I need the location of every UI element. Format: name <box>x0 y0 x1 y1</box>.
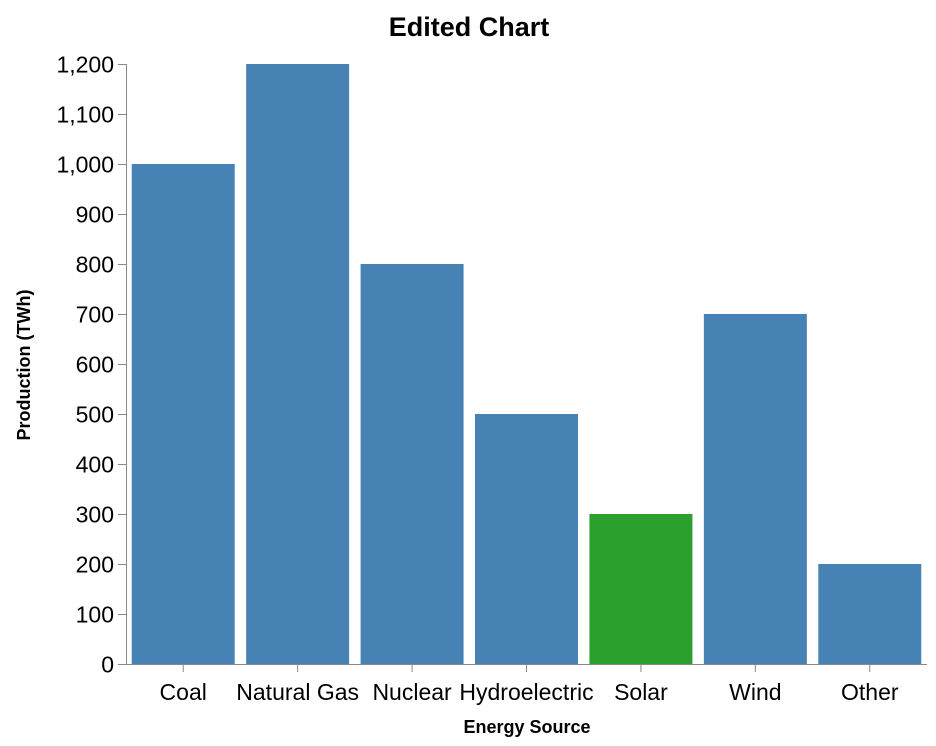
x-tick-label: Hydroelectric <box>459 679 593 705</box>
bars-group <box>131 64 922 664</box>
bar-hydroelectric <box>475 414 578 664</box>
x-axis: Coal Natural Gas Nuclear Hydroelectric Solar… <box>126 664 927 705</box>
y-tick-label: 800 <box>76 252 114 278</box>
bar-nuclear <box>360 264 464 664</box>
x-tick-label: Natural Gas <box>236 679 359 705</box>
x-tick-label: Coal <box>160 679 207 705</box>
x-axis-label: Energy Source <box>463 717 590 737</box>
y-tick-label: 900 <box>76 202 114 228</box>
y-tick-label: 500 <box>76 402 114 428</box>
y-tick-label: 1,200 <box>56 52 114 78</box>
y-tick-label: 1,000 <box>56 152 114 178</box>
y-tick-label: 400 <box>76 452 114 478</box>
y-tick-label: 100 <box>76 602 114 628</box>
x-tick-label: Solar <box>614 679 668 705</box>
bar-natural-gas <box>246 64 350 664</box>
x-tick-label: Other <box>841 679 899 705</box>
y-axis: 0 100 200 300 400 500 600 700 800 900 1,000 1,100 1,… <box>56 52 127 678</box>
x-tick-label: Nuclear <box>372 679 452 705</box>
bar-coal <box>131 164 235 664</box>
y-tick-label: 700 <box>76 302 114 328</box>
bar-wind <box>703 314 807 664</box>
y-tick-label: 1,100 <box>56 102 114 128</box>
bar-other <box>818 564 922 664</box>
y-axis-label: Production (TWh) <box>14 290 34 441</box>
x-tick-label: Wind <box>729 679 781 705</box>
bar-solar <box>589 514 693 664</box>
y-tick-label: 0 <box>101 652 114 678</box>
y-tick-label: 600 <box>76 352 114 378</box>
chart-title: Edited Chart <box>389 12 550 42</box>
y-tick-label: 200 <box>76 552 114 578</box>
y-tick-label: 300 <box>76 502 114 528</box>
